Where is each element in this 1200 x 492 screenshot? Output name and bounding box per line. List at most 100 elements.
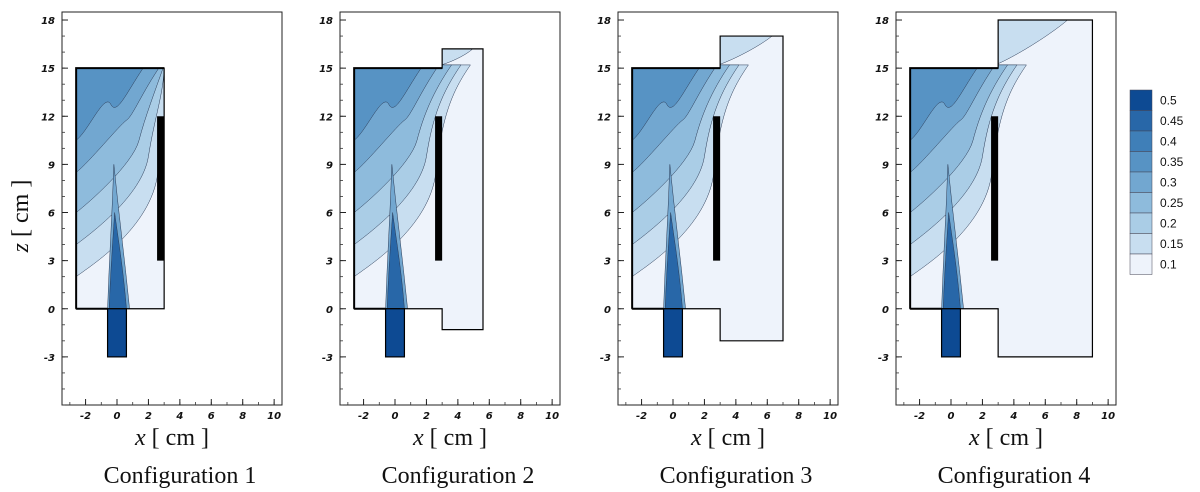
nozzle-inlet xyxy=(940,308,962,358)
colorbar-swatch xyxy=(1129,151,1153,173)
x-axis-label: x [ cm ] xyxy=(412,425,487,451)
axis-frame xyxy=(895,11,1117,406)
x-tick-label: 0 xyxy=(392,411,399,422)
y-tick-label: 6 xyxy=(48,209,55,220)
y-axis-label: z [ cm ] xyxy=(8,180,34,254)
domain-wall xyxy=(631,67,721,309)
x-axis-label: x [ cm ] xyxy=(968,425,1043,451)
x-tick-label: 2 xyxy=(979,411,986,422)
y-tick-label: 18 xyxy=(319,16,333,27)
y-tick-label: 12 xyxy=(41,112,55,123)
colorbar-label: 0.25 xyxy=(1160,196,1184,210)
y-tick-label: 18 xyxy=(597,16,611,27)
x-tick-label: 0 xyxy=(670,411,677,422)
jet-core xyxy=(664,212,683,310)
x-tick-label: 8 xyxy=(239,411,246,422)
y-tick-label: 3 xyxy=(48,257,55,268)
y-tick-label: 15 xyxy=(319,64,333,75)
panel-caption: Configuration 4 xyxy=(938,463,1091,489)
y-tick-label: 9 xyxy=(604,160,611,171)
contour-band xyxy=(632,64,702,141)
y-tick-label: -3 xyxy=(878,353,889,364)
domain-wall xyxy=(353,67,443,309)
colorbar-label: 0.2 xyxy=(1160,216,1177,230)
x-tick-label: 4 xyxy=(731,411,739,422)
colorbar-label: 0.1 xyxy=(1160,257,1177,271)
x-tick-label: 10 xyxy=(545,411,559,422)
y-tick-label: 15 xyxy=(875,64,889,75)
y-tick-label: 12 xyxy=(875,112,889,123)
x-tick-label: 2 xyxy=(423,411,430,422)
colorbar: 0.5 0.45 0.4 0.35 0.3 0.25 0.2 0.15 0.1 xyxy=(1129,89,1184,275)
panel-2: -3 0 3 6 9 12 15 18 -2 0 2 4 6 8 10 x [ cm ] Configurati… xyxy=(319,11,561,489)
panel-1: -3 0 3 6 9 12 15 18 -2 0 2 4 6 8 10 x [ cm ] Configurati… xyxy=(41,11,283,489)
panel-3: -3 0 3 6 9 12 15 18 -2 0 2 4 6 8 10 x [ cm ] Configurati… xyxy=(597,11,839,489)
axis-frame xyxy=(61,11,283,406)
y-tick-label: 12 xyxy=(597,112,611,123)
x-tick-label: 10 xyxy=(267,411,281,422)
colorbar-swatch xyxy=(1129,253,1153,275)
y-tick-label: 9 xyxy=(326,160,333,171)
x-tick-label: 4 xyxy=(1009,411,1017,422)
colorbar-swatch xyxy=(1129,110,1153,132)
y-tick-label: 6 xyxy=(604,209,611,220)
colorbar-label: 0.15 xyxy=(1160,237,1184,251)
baffle-plate xyxy=(991,116,999,261)
baffle-plate xyxy=(157,116,165,261)
y-tick-label: 0 xyxy=(882,305,889,316)
y-tick-label: 18 xyxy=(875,16,889,27)
x-tick-label: 10 xyxy=(823,411,837,422)
contour-layer xyxy=(76,68,165,309)
jet-core xyxy=(386,212,405,310)
contour-layer xyxy=(354,48,481,310)
nozzle-inlet xyxy=(106,308,128,358)
y-tick-label: 15 xyxy=(41,64,55,75)
contour-layer xyxy=(632,36,781,310)
domain-wall xyxy=(75,67,165,309)
y-tick-label: 3 xyxy=(326,257,333,268)
panel-caption: Configuration 3 xyxy=(660,463,813,489)
y-tick-label: 9 xyxy=(48,160,55,171)
x-tick-label: 2 xyxy=(701,411,708,422)
x-axis-label: x [ cm ] xyxy=(690,425,765,451)
colorbar-label: 0.5 xyxy=(1160,93,1177,107)
x-tick-label: 6 xyxy=(1042,411,1049,422)
colorbar-label: 0.45 xyxy=(1160,114,1184,128)
domain-wall xyxy=(909,67,999,309)
colorbar-swatch xyxy=(1129,89,1153,111)
y-tick-label: 6 xyxy=(326,209,333,220)
y-tick-label: 0 xyxy=(48,305,55,316)
x-tick-label: 0 xyxy=(114,411,121,422)
y-tick-label: 3 xyxy=(882,257,889,268)
colorbar-swatch xyxy=(1129,192,1153,214)
y-tick-label: 0 xyxy=(326,305,333,316)
y-tick-label: 12 xyxy=(319,112,333,123)
y-tick-label: 3 xyxy=(604,257,611,268)
x-tick-label: 6 xyxy=(486,411,493,422)
x-tick-label: 6 xyxy=(764,411,771,422)
x-tick-label: 8 xyxy=(517,411,524,422)
x-tick-label: 4 xyxy=(175,411,183,422)
colorbar-swatch xyxy=(1129,130,1153,152)
x-tick-label: -2 xyxy=(914,411,925,422)
panel-caption: Configuration 2 xyxy=(382,463,535,489)
jet-core xyxy=(108,212,127,309)
axis-frame xyxy=(339,11,561,406)
x-tick-label: -2 xyxy=(80,411,91,422)
x-tick-label: -2 xyxy=(358,411,369,422)
x-tick-label: -2 xyxy=(636,411,647,422)
x-tick-label: 8 xyxy=(795,411,802,422)
x-tick-label: 0 xyxy=(948,411,955,422)
y-tick-label: 15 xyxy=(597,64,611,75)
jet-core xyxy=(942,212,961,310)
colorbar-label: 0.4 xyxy=(1160,134,1177,148)
axis-frame xyxy=(617,11,839,406)
colorbar-label: 0.3 xyxy=(1160,175,1177,189)
panel-4: -3 0 3 6 9 12 15 18 -2 0 2 4 6 8 10 x [ cm ] Configurati… xyxy=(875,11,1117,489)
x-tick-label: 10 xyxy=(1101,411,1115,422)
y-tick-label: -3 xyxy=(44,353,55,364)
y-tick-label: -3 xyxy=(600,353,611,364)
panel-caption: Configuration 1 xyxy=(104,463,257,489)
x-tick-label: 8 xyxy=(1073,411,1080,422)
